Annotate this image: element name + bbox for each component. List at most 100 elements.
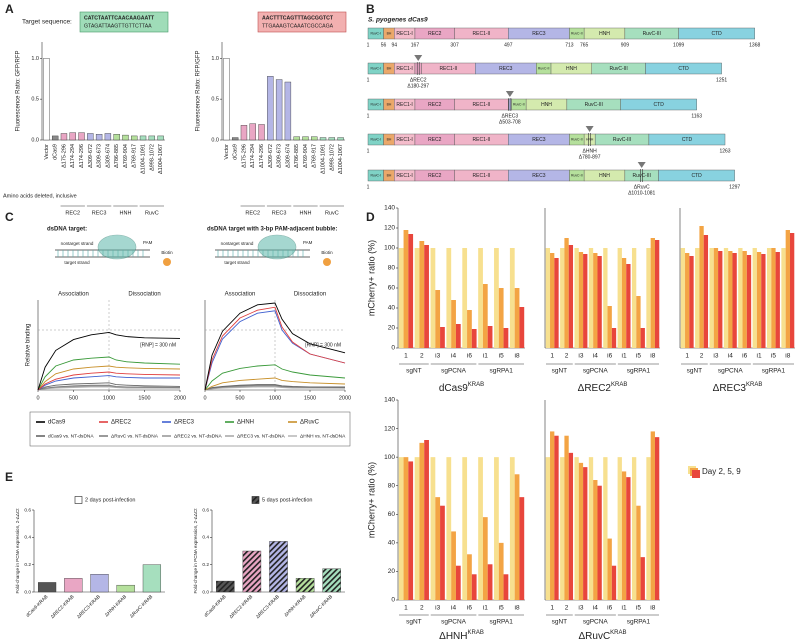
- strand-label: nontarget strand: [221, 241, 254, 246]
- bar: [440, 505, 445, 600]
- position-label: 56: [381, 42, 387, 48]
- bar: [713, 248, 719, 348]
- group-label: sgPCNA: [583, 619, 609, 626]
- title-main: ΔREC2: [578, 383, 612, 394]
- bar: [519, 307, 525, 348]
- title-main: ΔRuvC: [578, 631, 610, 641]
- bar: [403, 230, 409, 348]
- domain-label: HNH: [566, 66, 577, 72]
- title-sup: KRAB: [610, 630, 626, 636]
- bar: [51, 135, 59, 141]
- bar: [646, 457, 651, 600]
- bar: [564, 238, 569, 348]
- bar: [650, 431, 655, 600]
- x-tick-label: i3: [435, 605, 440, 612]
- x-tick-label: Δ309-674: [105, 144, 111, 168]
- group-label: sgRPA1: [627, 619, 651, 626]
- legend-label: Day 2, 5, 9: [702, 467, 741, 476]
- x-tick-label: 0: [36, 395, 39, 401]
- bar: [554, 435, 559, 600]
- x-tick-label: Δ786-885: [294, 144, 300, 168]
- y-tick-label: 0.4: [202, 535, 209, 541]
- legend-label: ΔREC3 vs. NT-dsDNA: [237, 433, 286, 439]
- chart-title: ΔREC2KRAB: [578, 382, 628, 394]
- y-tick-label: 0.4: [24, 535, 31, 541]
- deletion-name: ΔREC2: [410, 77, 427, 83]
- bar: [398, 248, 404, 348]
- bar: [142, 564, 162, 593]
- sequence: AACTTTCAGTTTAGCGGTCT: [262, 15, 334, 21]
- deleted-label: Amino acids deleted, inclusive: [3, 193, 77, 199]
- phase-label: Dissociation: [128, 292, 160, 298]
- bar: [611, 565, 617, 600]
- x-tick-label: i8: [785, 353, 790, 360]
- position-label: 94: [392, 42, 398, 48]
- diagram-title: S. pyogenes dCas9: [368, 17, 428, 24]
- bar: [419, 442, 425, 600]
- bar: [554, 258, 559, 348]
- bar: [471, 574, 477, 600]
- x-tick-label: ΔREC3-KRAB: [255, 594, 281, 620]
- bar: [568, 452, 574, 600]
- bar: [319, 137, 327, 141]
- domain-label: RuvC-I: [370, 103, 381, 107]
- position-label: 765: [580, 42, 589, 48]
- deletion-arrow: [414, 55, 423, 61]
- bar: [603, 248, 608, 348]
- bar: [408, 234, 414, 348]
- bar: [514, 474, 520, 600]
- x-tick-label: Δ309-674: [285, 144, 291, 168]
- bar: [695, 248, 700, 348]
- panel-label: B: [366, 2, 375, 16]
- position-label: 1: [367, 113, 370, 119]
- binding-curve: [37, 371, 181, 391]
- bar: [37, 582, 57, 593]
- bar: [414, 248, 420, 348]
- legend-swatch: [74, 496, 83, 504]
- y-tick-label: 100: [384, 454, 395, 461]
- bar: [545, 248, 551, 348]
- group-label: sgRPA1: [762, 368, 786, 375]
- deletion-arrow: [505, 91, 514, 97]
- bar: [408, 461, 414, 600]
- target-label: Target sequence:: [22, 19, 72, 26]
- bar: [451, 531, 456, 600]
- bar: [611, 328, 617, 348]
- x-tick-label: i1: [622, 605, 627, 612]
- x-tick-label: 2: [700, 353, 704, 360]
- bar: [455, 324, 461, 348]
- bar: [471, 329, 477, 348]
- legend-label: ΔREC2: [111, 420, 132, 426]
- biotin-label: Biotin: [321, 250, 333, 255]
- bar: [284, 81, 292, 141]
- x-tick-label: ΔRuvC-KRAB: [309, 594, 334, 619]
- y-tick-label: 20: [388, 568, 396, 575]
- bar: [223, 58, 230, 141]
- bar: [295, 578, 315, 593]
- bar: [446, 248, 452, 348]
- title-main: ΔHNH: [439, 631, 467, 641]
- x-tick-label: Δ174-296: [79, 144, 85, 168]
- domain-label: HNH: [541, 102, 552, 108]
- legend-label: dCas9: [48, 420, 66, 426]
- bar: [550, 253, 555, 348]
- x-tick-label: dCas9: [233, 144, 239, 160]
- domain-label: CTD: [691, 173, 702, 179]
- domain-label: REC3: [532, 137, 546, 143]
- pam-label: PAM: [143, 240, 153, 245]
- domain-label: BH: [387, 174, 392, 178]
- deletion-range: Δ180-297: [407, 83, 429, 89]
- bar: [732, 253, 737, 348]
- bar: [636, 505, 641, 600]
- bar: [718, 251, 723, 348]
- x-tick-label: i8: [650, 353, 655, 360]
- bar: [498, 288, 504, 348]
- bar: [789, 233, 795, 348]
- domain-label: RuvC-III: [585, 102, 603, 108]
- x-tick-label: Δ1004-1091: [140, 144, 146, 174]
- y-tick-label: 100: [384, 245, 395, 252]
- group-label: sgRPA1: [490, 368, 514, 375]
- x-tick-label: Δ309-673: [277, 144, 283, 168]
- y-tick-label: 40: [388, 305, 396, 312]
- deletion-range: Δ780-897: [579, 154, 601, 160]
